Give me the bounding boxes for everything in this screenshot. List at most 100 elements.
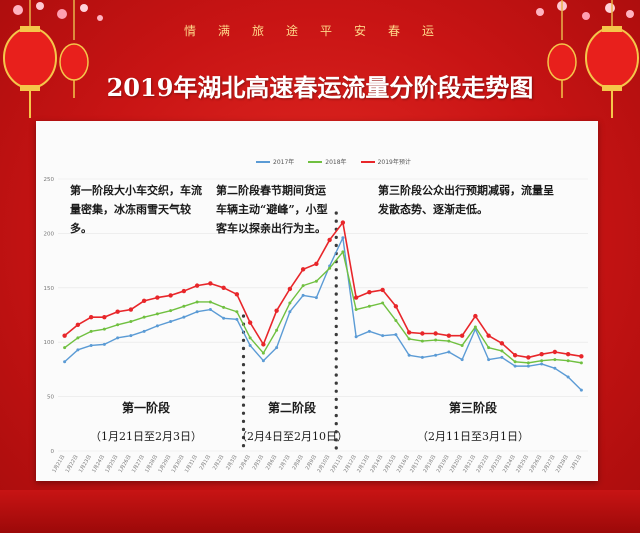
data-point-2018: [89, 329, 93, 333]
legend-label-2017: 2017年: [273, 159, 295, 166]
data-point-2019: [88, 314, 94, 320]
data-point-2017: [381, 334, 385, 338]
data-point-2017: [579, 388, 583, 392]
slogan: 情满旅途平安春运: [183, 24, 456, 38]
data-point-2019: [141, 298, 147, 304]
data-point-2018: [553, 358, 557, 362]
data-point-2018: [487, 346, 491, 350]
stage-1-range: （1月21日至2月3日）: [90, 430, 202, 443]
stage-2-title: 第二阶段: [267, 401, 316, 415]
x-tick-label: 2月9日: [305, 454, 318, 471]
data-point-2019: [102, 314, 107, 320]
data-point-2019: [75, 322, 81, 327]
data-point-2017: [275, 346, 279, 350]
y-tick-label: 150: [44, 286, 55, 292]
data-point-2018: [473, 325, 477, 329]
x-tick-label: 2月8日: [291, 454, 304, 471]
data-point-2017: [460, 358, 464, 362]
series-line-2017: [64, 237, 582, 391]
data-point-2018: [381, 301, 385, 305]
data-point-2018: [235, 310, 239, 314]
y-tick-label: 250: [44, 177, 55, 183]
data-point-2018: [261, 351, 265, 355]
data-point-2019: [526, 355, 531, 360]
data-point-2017: [487, 358, 491, 362]
data-point-2017: [394, 333, 398, 337]
data-point-2018: [222, 305, 226, 309]
data-point-2018: [142, 315, 146, 319]
line-chart: 0501001502002501月21日1月22日1月23日1月24日1月25日…: [44, 177, 588, 474]
data-point-2017: [222, 316, 226, 320]
legend-label-2018: 2018年: [325, 159, 347, 166]
data-point-2017: [526, 364, 530, 368]
data-point-2019: [208, 281, 213, 286]
data-point-2019: [420, 331, 425, 336]
data-point-2019: [168, 293, 173, 298]
data-point-2017: [434, 353, 438, 357]
data-point-2017: [142, 329, 146, 333]
data-point-2018: [394, 318, 398, 322]
data-point-2018: [63, 346, 67, 350]
data-point-2017: [63, 360, 67, 364]
x-tick-label: 2月5日: [252, 454, 265, 471]
data-point-2017: [566, 375, 570, 379]
data-point-2019: [274, 308, 279, 313]
data-point-2018: [155, 312, 159, 316]
chart-card: 0 50 100 150 200 250 1月21日 1月22日 1月23日 1月24日 1月25日…: [36, 121, 598, 481]
x-tick-label: 2月4日: [238, 454, 251, 471]
x-tick-label: 2月3日: [225, 454, 238, 471]
data-point-2018: [447, 339, 451, 343]
stage-3-note: 第三阶段公众出行预期减弱，流量呈发散态势、逐渐走低。: [378, 184, 554, 216]
data-point-2018: [129, 320, 133, 324]
stage-3-label: 第三阶段 （2月11日至3月1日）: [408, 399, 538, 444]
data-point-2018: [248, 336, 252, 340]
data-point-2019: [512, 353, 518, 358]
data-point-2017: [513, 364, 517, 368]
data-point-2019: [552, 349, 558, 355]
data-point-2019: [473, 313, 478, 319]
data-point-2017: [208, 308, 212, 312]
data-point-2019: [115, 309, 120, 314]
stage-2-range: （2月4日至2月10日）: [236, 430, 348, 443]
data-point-2019: [234, 292, 240, 297]
data-point-2019: [155, 295, 160, 300]
data-point-2019: [62, 333, 67, 338]
y-tick-label: 0: [51, 449, 55, 455]
data-point-2018: [566, 359, 570, 363]
data-point-2019: [221, 285, 226, 290]
data-point-2018: [301, 284, 305, 288]
data-point-2019: [340, 220, 346, 225]
data-point-2018: [288, 301, 292, 305]
data-point-2019: [181, 288, 187, 294]
series-line-2018: [64, 251, 582, 364]
data-point-2017: [354, 335, 358, 339]
data-point-2018: [434, 338, 438, 342]
data-point-2017: [540, 362, 544, 366]
data-point-2019: [579, 354, 584, 359]
data-point-2018: [526, 361, 530, 365]
lantern-decoration-right: [536, 0, 639, 118]
data-point-2019: [393, 304, 399, 309]
data-point-2017: [420, 355, 424, 359]
x-tick-label: 2月7日: [278, 454, 291, 471]
data-point-2018: [341, 250, 345, 254]
data-point-2017: [301, 293, 305, 297]
data-point-2017: [155, 324, 159, 328]
data-point-2018: [116, 323, 120, 327]
data-point-2017: [261, 359, 265, 363]
stage-2-label: 第二阶段 （2月4日至2月10日）: [232, 399, 352, 444]
data-point-2018: [500, 349, 504, 353]
data-point-2018: [102, 327, 106, 331]
data-point-2017: [288, 310, 292, 314]
data-point-2018: [328, 266, 332, 270]
lantern-decoration-left: [3, 0, 103, 118]
data-point-2017: [102, 342, 106, 346]
stage-1-title: 第一阶段: [121, 401, 170, 415]
stage-2-note: 第二阶段春节期间货运车辆主动“避峰”，小型客车以探亲出行为主。: [216, 184, 328, 235]
data-point-2019: [300, 267, 306, 272]
legend-label-2019: 2019年预计: [377, 159, 411, 166]
stage-1-note: 第一阶段大小车交织，车流量密集，冰冻雨雪天气较多。: [70, 184, 202, 235]
data-point-2017: [89, 343, 93, 347]
x-tick-label: 3月1日: [570, 454, 583, 471]
data-point-2019: [459, 333, 465, 338]
